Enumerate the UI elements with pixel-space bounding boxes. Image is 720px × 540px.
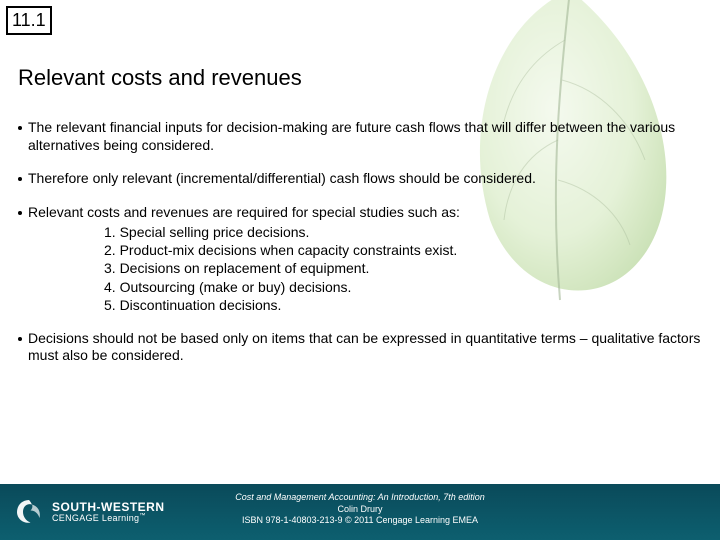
logo-line-1: SOUTH-WESTERN [52, 501, 165, 513]
bullet-text: Decisions should not be based only on it… [28, 330, 702, 365]
slide-footer: SOUTH-WESTERN CENGAGE Learning™ Cost and… [0, 484, 720, 540]
bullet-2: Therefore only relevant (incremental/dif… [18, 170, 702, 188]
bullet-dot-icon [18, 211, 22, 215]
bullet-dot-icon [18, 126, 22, 130]
sublist-item: 3. Decisions on replacement of equipment… [104, 259, 702, 277]
bullet-1: The relevant financial inputs for decisi… [18, 119, 702, 154]
bullet-4: Decisions should not be based only on it… [18, 330, 702, 365]
sublist-item: 5. Discontinuation decisions. [104, 296, 702, 314]
bullet-dot-icon [18, 337, 22, 341]
bullet-text: The relevant financial inputs for decisi… [28, 119, 702, 154]
slide-content: Relevant costs and revenues The relevant… [18, 65, 702, 381]
bullet-3: Relevant costs and revenues are required… [18, 204, 702, 222]
bullet-text: Therefore only relevant (incremental/dif… [28, 170, 702, 188]
bullet-dot-icon [18, 177, 22, 181]
cite-author: Colin Drury [235, 504, 485, 516]
slide-title: Relevant costs and revenues [18, 65, 702, 91]
slide-number-box: 11.1 [6, 6, 52, 35]
slide-number: 11.1 [12, 10, 46, 30]
cengage-swirl-icon [14, 497, 44, 527]
bullet-text: Relevant costs and revenues are required… [28, 204, 702, 222]
bullet-3-sublist: 1. Special selling price decisions. 2. P… [104, 223, 702, 314]
footer-citation: Cost and Management Accounting: An Intro… [235, 492, 485, 527]
sublist-item: 2. Product-mix decisions when capacity c… [104, 241, 702, 259]
logo-text: SOUTH-WESTERN CENGAGE Learning™ [52, 501, 165, 523]
sublist-item: 4. Outsourcing (make or buy) decisions. [104, 278, 702, 296]
logo-line-2: CENGAGE Learning™ [52, 513, 165, 523]
cite-isbn: ISBN 978-1-40803-213-9 © 2011 Cengage Le… [235, 515, 485, 527]
publisher-logo: SOUTH-WESTERN CENGAGE Learning™ [14, 497, 165, 527]
sublist-item: 1. Special selling price decisions. [104, 223, 702, 241]
cite-title: Cost and Management Accounting: An Intro… [235, 492, 485, 504]
